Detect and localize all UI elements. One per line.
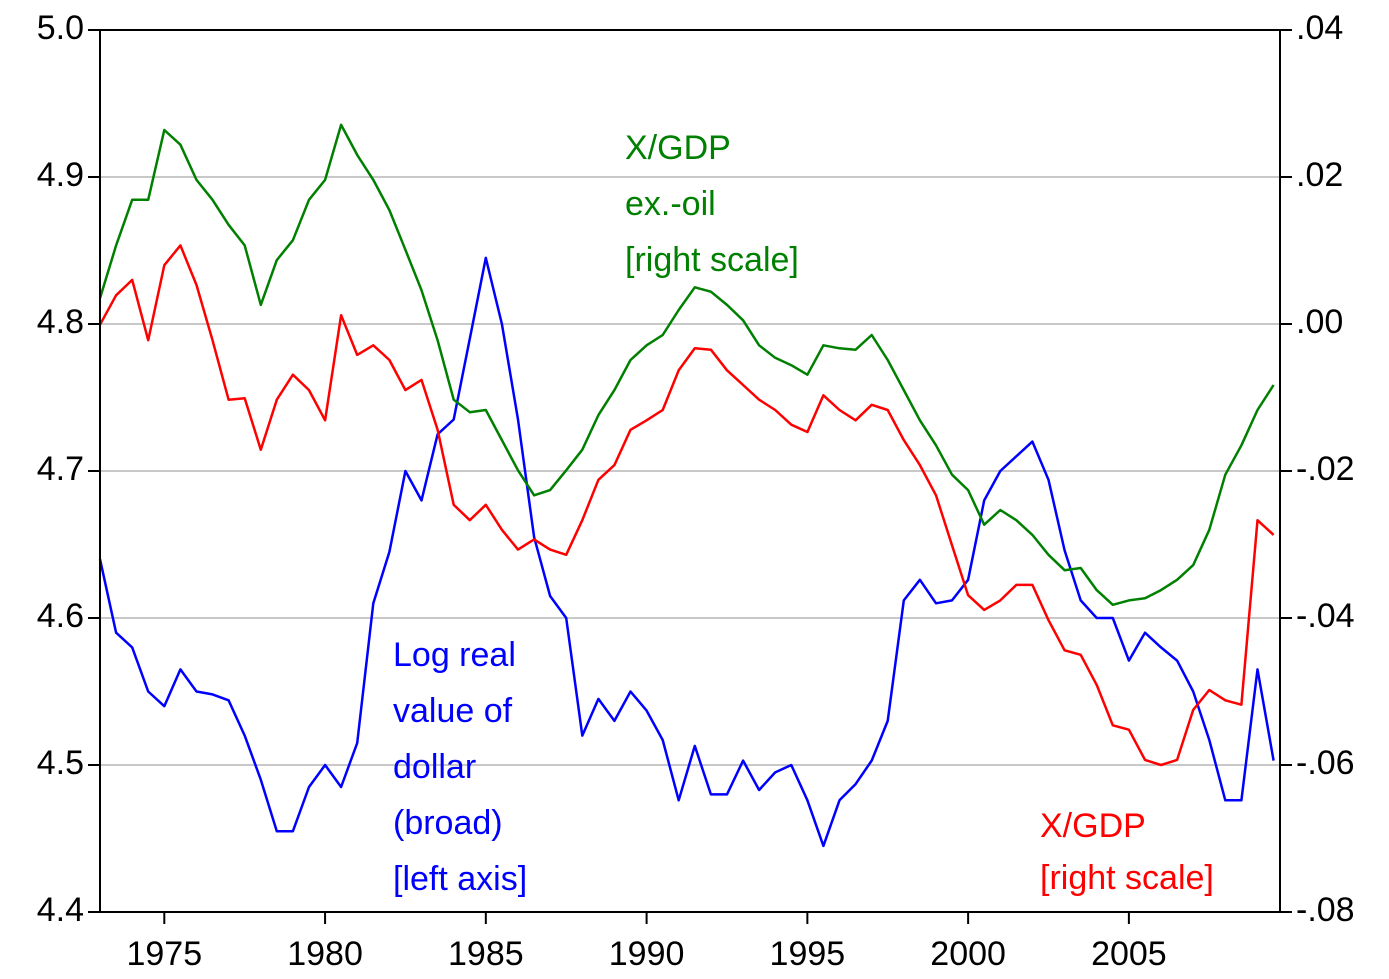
x-tick-label: 2005 — [1091, 935, 1167, 973]
y2-tick-label: .02 — [1296, 156, 1343, 194]
x-tick-label: 1980 — [287, 935, 363, 973]
y-tick-label: 4.4 — [37, 891, 84, 929]
series-line — [98, 256, 1275, 848]
annotation: [right scale] — [1040, 859, 1214, 897]
annotation: ex.-oil — [625, 185, 716, 223]
y2-tick-label: .04 — [1296, 9, 1343, 47]
series-line — [98, 244, 1275, 767]
y-tick-label: 4.7 — [37, 450, 84, 488]
x-tick-label: 1975 — [126, 935, 202, 973]
x-tick-label: 1985 — [448, 935, 524, 973]
y2-tick-label: .00 — [1296, 303, 1343, 341]
annotation: value of — [393, 692, 513, 730]
annotation: (broad) — [393, 804, 503, 842]
annotation: [left axis] — [393, 860, 527, 898]
y2-tick-label: -.04 — [1296, 597, 1355, 635]
x-tick-label: 1995 — [770, 935, 846, 973]
annotation: dollar — [393, 748, 476, 786]
y2-tick-label: -.06 — [1296, 744, 1355, 782]
y-tick-label: 4.9 — [37, 156, 84, 194]
annotation: Log real — [393, 636, 516, 674]
series-line — [98, 123, 1275, 607]
y2-tick-label: -.08 — [1296, 891, 1355, 929]
annotation: X/GDP — [1040, 807, 1146, 845]
x-tick-label: 1990 — [609, 935, 685, 973]
y-tick-label: 4.5 — [37, 744, 84, 782]
y-tick-label: 4.6 — [37, 597, 84, 635]
x-tick-label: 2000 — [930, 935, 1006, 973]
plot-frame — [99, 29, 1281, 913]
annotation: X/GDP — [625, 129, 731, 167]
annotation: [right scale] — [625, 241, 799, 279]
y2-tick-label: -.02 — [1296, 450, 1355, 488]
y-tick-label: 5.0 — [37, 9, 84, 47]
y-tick-label: 4.8 — [37, 303, 84, 341]
